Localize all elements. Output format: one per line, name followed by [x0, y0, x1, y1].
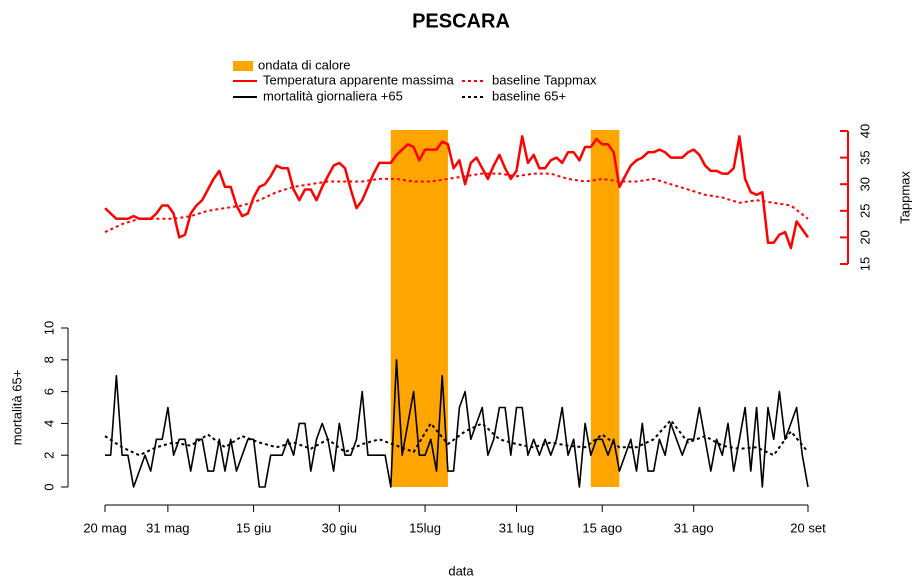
y-tick-label: 30 — [857, 177, 872, 191]
x-tick-label: 15 giu — [236, 520, 271, 535]
y-axis-label: mortalità 65+ — [9, 370, 24, 446]
legend-label: mortalità giornaliera +65 — [263, 88, 403, 103]
x-tick-label: 15 ago — [582, 520, 622, 535]
series-line — [105, 359, 809, 488]
x-tick-label: 15lug — [409, 520, 441, 535]
y-tick-label: 4 — [41, 420, 56, 427]
heatwave — [590, 130, 620, 487]
x-tick-label: 20 mag — [83, 520, 126, 535]
y-tick-label: 10 — [41, 321, 56, 335]
y-tick-label: 20 — [857, 230, 872, 244]
chart-title: PESCARA — [412, 10, 510, 32]
x-axis-label: data — [448, 563, 474, 578]
series-line — [104, 172, 809, 234]
y-tick-label: 40 — [857, 124, 872, 138]
legend-label: baseline 65+ — [492, 88, 566, 103]
y-tick-label: 2 — [41, 452, 56, 459]
x-tick-label: 31 ago — [674, 520, 714, 535]
x-tick-label: 31 mag — [146, 520, 189, 535]
legend-label: ondata di calore — [258, 57, 351, 72]
legend-swatch — [233, 61, 253, 71]
series-line — [104, 135, 810, 250]
y-tick-label: 35 — [857, 150, 872, 164]
legend-label: Temperatura apparente massima — [263, 72, 455, 87]
y-axis-label: Tappmax — [897, 171, 912, 224]
legend-label: baseline Tappmax — [492, 72, 597, 87]
x-tick-label: 20 set — [790, 520, 826, 535]
y-tick-label: 0 — [41, 483, 56, 490]
y-tick-label: 6 — [41, 388, 56, 395]
x-tick-label: 30 giu — [322, 520, 357, 535]
y-tick-label: 25 — [857, 204, 872, 218]
x-tick-label: 31 lug — [499, 520, 534, 535]
y-tick-label: 8 — [41, 356, 56, 363]
y-tick-label: 15 — [857, 257, 872, 271]
